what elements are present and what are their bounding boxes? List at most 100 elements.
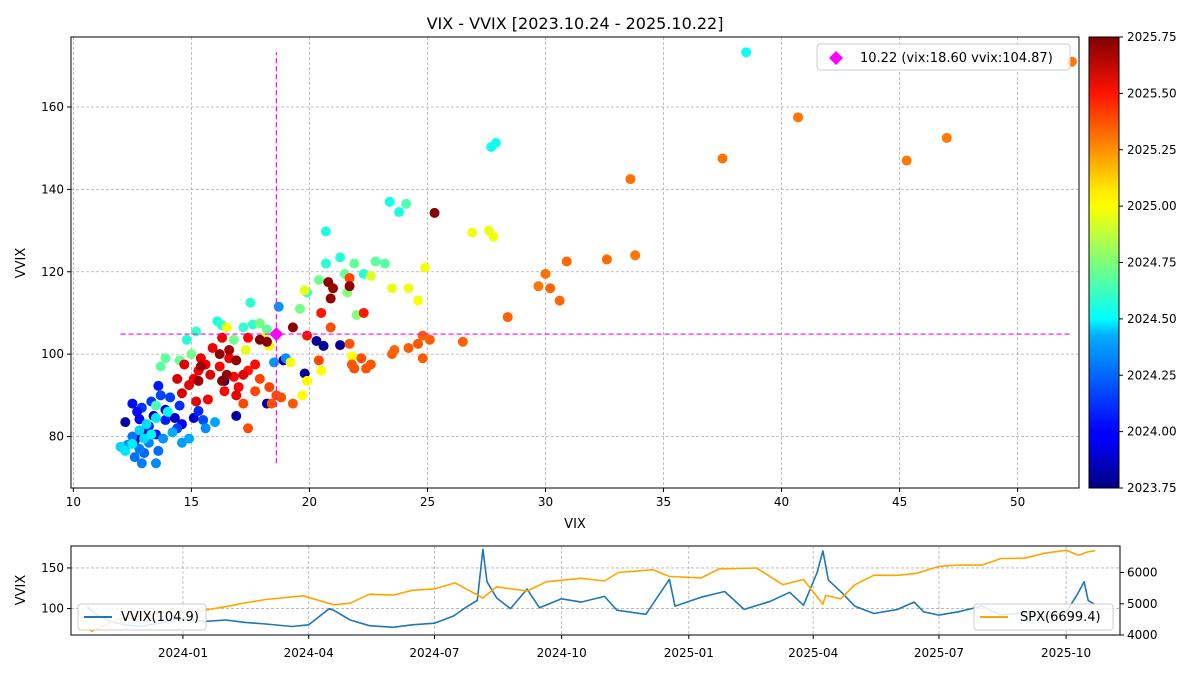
scatter-point xyxy=(403,283,414,294)
main-x-tick-label: 15 xyxy=(184,495,199,509)
sub-x-tick-label: 2025-07 xyxy=(914,646,964,660)
scatter-point xyxy=(299,285,310,296)
sub-legend-left: VVIX(104.9) xyxy=(77,603,207,631)
scatter-point xyxy=(150,412,161,423)
scatter-point xyxy=(127,398,138,409)
scatter-point xyxy=(214,361,225,372)
sub-y-tick-label: 100 xyxy=(41,602,64,616)
scatter-point xyxy=(741,47,752,58)
scatter-point xyxy=(261,336,272,347)
scatter-point xyxy=(540,268,551,279)
scatter-point xyxy=(120,445,131,456)
scatter-point xyxy=(195,361,206,372)
scatter-point xyxy=(276,392,287,403)
main-y-tick-label: 80 xyxy=(49,430,64,444)
scatter-point xyxy=(302,375,313,386)
scatter-point xyxy=(179,359,190,370)
scatter-point xyxy=(231,355,242,366)
scatter-point xyxy=(193,405,204,416)
sub-legend-right-label: SPX(6699.4) xyxy=(1020,610,1101,625)
scatter-point xyxy=(387,349,398,360)
scatter-point xyxy=(134,425,145,436)
sub-y2-ticks: 4000 5000 6000 xyxy=(1120,566,1158,642)
scatter-point xyxy=(129,452,140,463)
scatter-point xyxy=(601,254,612,265)
scatter-point xyxy=(231,410,242,421)
scatter-point xyxy=(146,429,157,440)
scatter-point xyxy=(358,307,369,318)
scatter-point xyxy=(202,394,213,405)
main-x-tick-label: 25 xyxy=(420,495,435,509)
scatter-point xyxy=(561,256,572,267)
colorbar-gradient xyxy=(1088,36,1120,489)
scatter-point xyxy=(198,415,209,426)
scatter-point xyxy=(228,334,239,345)
scatter-point xyxy=(316,307,327,318)
sub-y2-tick-label: 5000 xyxy=(1127,597,1158,611)
sub-y2-tick-label: 6000 xyxy=(1127,566,1158,580)
scatter-point xyxy=(287,398,298,409)
main-y-tick-label: 100 xyxy=(41,347,64,361)
scatter-point xyxy=(155,390,166,401)
scatter-point xyxy=(318,340,329,351)
scatter-point xyxy=(150,458,161,469)
scatter-point xyxy=(224,345,235,356)
main-y-tick-label: 120 xyxy=(41,265,64,279)
sub-series xyxy=(87,548,1096,633)
scatter-point xyxy=(294,303,305,314)
scatter-point xyxy=(313,355,324,366)
sub-y-axis-label: VVIX xyxy=(14,575,29,606)
scatter-point xyxy=(264,382,275,393)
main-x-tick-label: 20 xyxy=(302,495,317,509)
scatter-point xyxy=(162,406,173,417)
scatter-point xyxy=(254,373,265,384)
scatter-point xyxy=(167,427,178,438)
main-y-tick-label: 160 xyxy=(41,100,64,114)
highlight-diamond-marker xyxy=(269,327,284,342)
scatter-point xyxy=(793,112,804,123)
scatter-point xyxy=(120,417,131,428)
scatter-point xyxy=(483,225,494,236)
scatter-point xyxy=(344,272,355,283)
main-chart-title: VIX - VVIX [2023.10.24 - 2025.10.22] xyxy=(427,14,724,33)
scatter-point xyxy=(160,415,171,426)
scatter-point xyxy=(302,330,313,341)
scatter-point xyxy=(533,281,544,292)
scatter-point xyxy=(266,398,277,409)
scatter-point xyxy=(429,207,440,218)
scatter-point xyxy=(233,382,244,393)
legend-label: 10.22 (vix:18.60 vvix:104.87) xyxy=(860,51,1053,66)
scatter-point xyxy=(356,353,367,364)
scatter-point xyxy=(231,390,242,401)
scatter-point xyxy=(205,369,216,380)
scatter-point xyxy=(240,345,251,356)
scatter-point xyxy=(127,431,138,442)
sub-x-tick-label: 2024-01 xyxy=(158,646,208,660)
scatter-point xyxy=(174,400,185,411)
scatter-point xyxy=(219,386,230,397)
scatter-point xyxy=(243,332,254,343)
main-x-tick-label: 10 xyxy=(66,495,81,509)
scatter-point xyxy=(387,283,398,294)
scatter-point xyxy=(200,423,211,434)
main-x-tick-label: 30 xyxy=(538,495,553,509)
sub-plot-frame xyxy=(70,545,1121,636)
scatter-point xyxy=(941,132,952,143)
scatter-point xyxy=(238,322,249,333)
scatter-point xyxy=(335,340,346,351)
scatter-point xyxy=(349,363,360,374)
scatter-point xyxy=(217,332,228,343)
scatter-point xyxy=(297,390,308,401)
scatter-point xyxy=(238,398,249,409)
main-crosshair xyxy=(120,52,1072,464)
colorbar-tick-label: 2025.25 xyxy=(1127,143,1177,157)
scatter-point xyxy=(417,330,428,341)
main-legend: 10.22 (vix:18.60 vvix:104.87) xyxy=(816,43,1071,71)
main-plot-frame xyxy=(70,36,1080,489)
scatter-point xyxy=(320,226,331,237)
scatter-point xyxy=(155,361,166,372)
scatter-point xyxy=(238,369,249,380)
scatter-point xyxy=(420,262,431,273)
scatter-point xyxy=(417,353,428,364)
